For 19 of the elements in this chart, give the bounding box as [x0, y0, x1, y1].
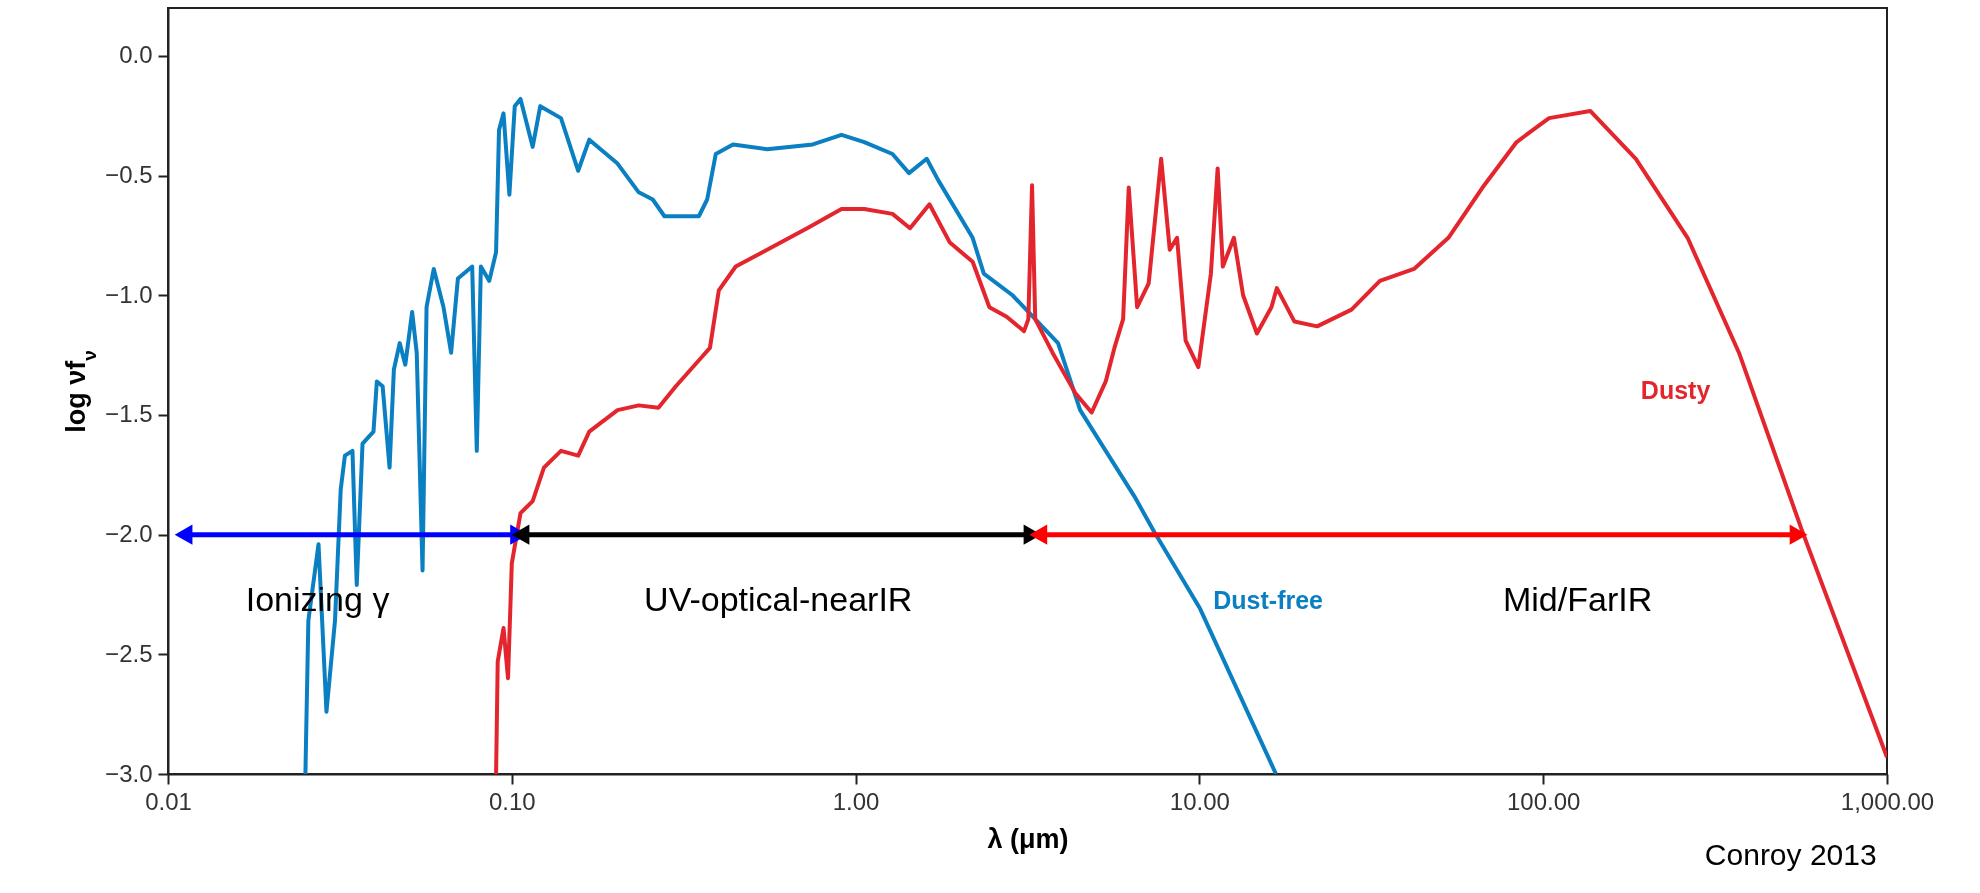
text: Conroy 2013 [1704, 838, 1877, 871]
y-tick-label: −0.5 [105, 161, 153, 189]
y-tick-label: −1.0 [105, 280, 153, 308]
y-tick-label: −3.0 [105, 759, 153, 787]
x-tick-label: 1,000.00 [1840, 787, 1935, 815]
x-axis-title: λ (μm) [987, 823, 1069, 854]
series-label: Dusty [1640, 376, 1711, 404]
y-tick-label: −1.5 [105, 400, 153, 428]
x-tick-label: 100.00 [1507, 787, 1581, 815]
x-tick-label: 0.01 [145, 787, 192, 815]
y-tick-label: 0.0 [119, 41, 153, 69]
y-tick-label: −2.0 [105, 520, 153, 548]
y-tick-label: −2.5 [105, 639, 153, 667]
annotation: UV-optical-nearIR [644, 579, 913, 618]
annotation: Mid/FarIR [1502, 579, 1653, 618]
series-label: Dust-free [1213, 585, 1324, 614]
x-tick-label: 0.10 [488, 787, 536, 815]
x-tick-label: 1.00 [832, 787, 880, 815]
x-tick-label: 10.00 [1169, 787, 1230, 815]
